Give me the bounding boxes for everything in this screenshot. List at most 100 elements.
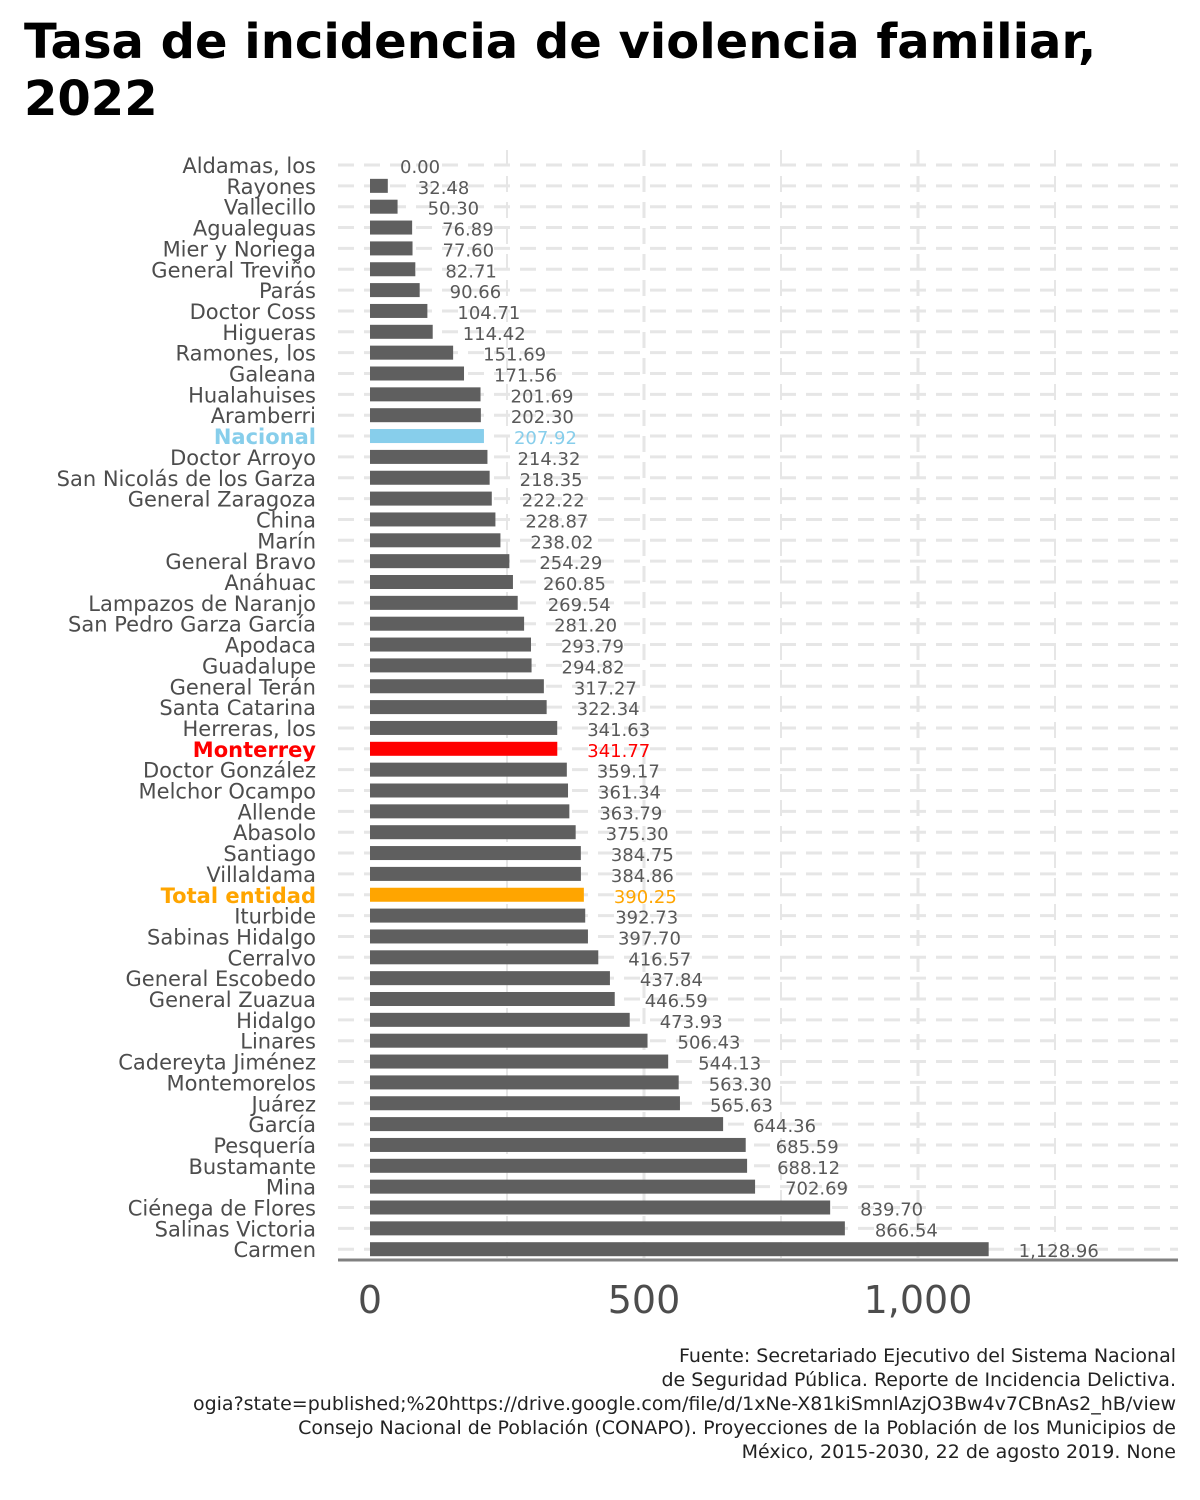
value-label: 317.27 bbox=[574, 678, 637, 699]
value-label: 416.57 bbox=[628, 949, 691, 970]
category-label: Carmen bbox=[234, 1238, 316, 1262]
category-label: Herreras, los bbox=[183, 717, 317, 741]
bar bbox=[370, 1158, 748, 1173]
value-label: 390.25 bbox=[614, 887, 677, 908]
bar bbox=[370, 283, 420, 298]
bar bbox=[370, 262, 416, 277]
category-label: Mina bbox=[266, 1176, 316, 1200]
category-label: Guadalupe bbox=[202, 654, 316, 678]
bar bbox=[370, 1137, 746, 1152]
category-label: Ramones, los bbox=[176, 342, 316, 366]
source-line-3: ogia?state=published;%20https://drive.go… bbox=[192, 1393, 1176, 1415]
value-label: 254.29 bbox=[539, 553, 602, 574]
category-label: Doctor Arroyo bbox=[170, 446, 316, 470]
value-label: 293.79 bbox=[561, 637, 624, 658]
category-label: Cadereyta Jiménez bbox=[118, 1051, 316, 1075]
category-label: General Zuazua bbox=[149, 988, 316, 1012]
category-label: Monterrey bbox=[193, 738, 317, 762]
category-label: Cerralvo bbox=[228, 946, 316, 970]
category-label: Rayones bbox=[227, 175, 316, 199]
bar bbox=[370, 1117, 724, 1132]
value-label: 90.66 bbox=[450, 282, 502, 303]
category-label: Melchor Ocampo bbox=[139, 780, 316, 804]
value-label: 563.30 bbox=[709, 1074, 772, 1095]
bar bbox=[370, 1033, 648, 1048]
category-label: García bbox=[248, 1113, 316, 1137]
category-label: Montemorelos bbox=[167, 1071, 316, 1095]
category-label: General Bravo bbox=[165, 550, 316, 574]
bar bbox=[370, 616, 525, 631]
category-label: Villaldama bbox=[206, 863, 316, 887]
value-label: 207.92 bbox=[514, 428, 577, 449]
value-label: 644.36 bbox=[753, 1116, 816, 1137]
category-label: Hualahuises bbox=[188, 383, 316, 407]
source-note: Fuente: Secretariado Ejecutivo del Siste… bbox=[16, 1344, 1176, 1464]
category-label: Anáhuac bbox=[224, 571, 316, 595]
bar bbox=[370, 825, 576, 840]
value-label: 341.77 bbox=[587, 741, 650, 762]
value-label: 76.89 bbox=[442, 220, 494, 241]
bar bbox=[370, 575, 513, 589]
category-label: Allende bbox=[237, 800, 316, 824]
value-label: 77.60 bbox=[443, 240, 495, 261]
bar bbox=[370, 1242, 989, 1257]
category-label: Santa Catarina bbox=[159, 696, 316, 720]
bar bbox=[370, 324, 433, 339]
value-label: 361.34 bbox=[598, 783, 661, 804]
category-label: Doctor Coss bbox=[190, 300, 316, 324]
category-label: Hidalgo bbox=[236, 1009, 316, 1033]
category-label: Juárez bbox=[250, 1092, 317, 1116]
bar bbox=[370, 720, 558, 735]
bar bbox=[370, 1200, 831, 1215]
category-label: Ciénega de Flores bbox=[128, 1197, 316, 1221]
x-axis: 0 500 1,000 bbox=[338, 1258, 1178, 1322]
category-label: Salinas Victoria bbox=[155, 1217, 316, 1241]
bar bbox=[370, 804, 570, 819]
value-label: 341.63 bbox=[587, 720, 650, 741]
bars bbox=[370, 178, 989, 1257]
value-labels: 0.0032.4850.3076.8977.6082.7190.66104.71… bbox=[400, 157, 1099, 1262]
bar bbox=[370, 866, 581, 881]
value-label: 359.17 bbox=[597, 762, 660, 783]
bar bbox=[370, 846, 581, 861]
category-label: San Nicolás de los Garza bbox=[57, 467, 316, 491]
source-line-5: México, 2015-2030, 22 de agosto 2019. No… bbox=[741, 1441, 1176, 1463]
category-label: Iturbide bbox=[234, 905, 316, 929]
bar bbox=[370, 658, 532, 673]
category-label: Doctor González bbox=[143, 759, 316, 783]
x-tick-label: 500 bbox=[608, 1278, 681, 1322]
category-label: Abasolo bbox=[233, 821, 316, 845]
bar bbox=[370, 1179, 756, 1194]
value-label: 384.86 bbox=[611, 866, 674, 887]
value-label: 201.69 bbox=[511, 386, 574, 407]
value-label: 688.12 bbox=[777, 1158, 840, 1179]
value-label: 392.73 bbox=[615, 908, 678, 929]
value-label: 544.13 bbox=[698, 1054, 761, 1075]
value-label: 363.79 bbox=[599, 803, 662, 824]
bar bbox=[370, 199, 398, 214]
value-label: 294.82 bbox=[562, 657, 625, 678]
bar bbox=[370, 429, 484, 444]
value-label: 506.43 bbox=[678, 1033, 741, 1054]
bar bbox=[370, 512, 496, 527]
bar bbox=[370, 1221, 845, 1236]
bar bbox=[370, 241, 413, 256]
value-label: 281.20 bbox=[554, 616, 617, 637]
category-label: San Pedro Garza García bbox=[68, 613, 316, 637]
value-label: 228.87 bbox=[525, 511, 588, 532]
category-label: Lampazos de Naranjo bbox=[88, 592, 316, 616]
value-label: 151.69 bbox=[483, 345, 546, 366]
category-label: Marín bbox=[257, 529, 316, 553]
bar bbox=[370, 1054, 669, 1069]
value-label: 565.63 bbox=[710, 1095, 773, 1116]
category-label: Nacional bbox=[214, 425, 316, 449]
category-label: Bustamante bbox=[188, 1155, 316, 1179]
x-tick-label: 1,000 bbox=[864, 1278, 973, 1322]
category-label: General Zaragoza bbox=[128, 488, 316, 512]
value-label: 0.00 bbox=[400, 157, 440, 178]
bar bbox=[370, 762, 567, 777]
category-label: General Escobedo bbox=[126, 967, 316, 991]
value-label: 218.35 bbox=[520, 470, 583, 491]
bar bbox=[370, 366, 465, 381]
value-label: 260.85 bbox=[543, 574, 606, 595]
